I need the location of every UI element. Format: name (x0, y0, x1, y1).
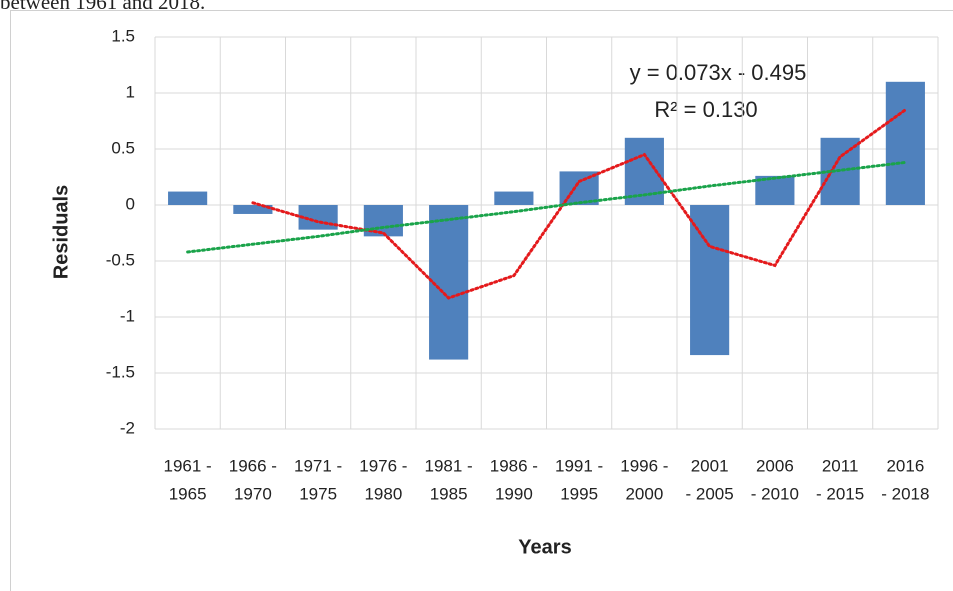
x-tick-label: 2001 (691, 456, 729, 475)
x-tick-label: 1990 (495, 484, 533, 503)
x-tick-label: - 2010 (751, 484, 799, 503)
x-tick-label: 1995 (560, 484, 598, 503)
x-tick-label: - 2018 (881, 484, 929, 503)
x-tick-label: 1975 (299, 484, 337, 503)
x-tick-label: 1971 - (294, 456, 342, 475)
x-tick-label: - 2005 (686, 484, 734, 503)
y-tick-label: 1.5 (111, 26, 135, 45)
y-tick-label: 0 (126, 194, 135, 213)
x-tick-label: 2000 (625, 484, 663, 503)
chart-frame (10, 10, 953, 591)
x-tick-label: 1986 - (490, 456, 538, 475)
x-tick-label: 1996 - (620, 456, 668, 475)
y-tick-label: -0.5 (106, 250, 135, 269)
x-tick-label: 1981 - (425, 456, 473, 475)
x-tick-label: 1985 (430, 484, 468, 503)
bar (233, 205, 273, 214)
bar (885, 81, 925, 205)
trend-line (186, 160, 907, 254)
x-tick-label: 1991 - (555, 456, 603, 475)
x-tick-label: 1966 - (229, 456, 277, 475)
x-tick-label: - 2015 (816, 484, 864, 503)
x-tick-label: 1980 (364, 484, 402, 503)
x-tick-label: 1961 - (164, 456, 212, 475)
bar (494, 191, 534, 205)
y-tick-label: -2 (120, 418, 135, 437)
y-axis-label: Residuals (50, 185, 72, 279)
x-tick-label: 2006 (756, 456, 794, 475)
x-axis-label: Years (518, 536, 571, 558)
x-tick-label: 2016 (886, 456, 924, 475)
x-tick-label: 1970 (234, 484, 272, 503)
x-tick-label: 1976 - (359, 456, 407, 475)
x-tick-label: 1965 (169, 484, 207, 503)
y-tick-label: -1.5 (106, 362, 135, 381)
bar (298, 205, 338, 230)
bar (755, 175, 795, 205)
bar (429, 205, 469, 360)
r-squared: R² = 0.130 (654, 97, 757, 122)
caption-fragment: between 1961 and 2018. (0, 0, 205, 14)
trend-equation: y = 0.073x - 0.495 (630, 60, 807, 85)
y-tick-label: -1 (120, 306, 135, 325)
x-tick-label: 2011 (822, 456, 859, 475)
bar (168, 191, 208, 205)
y-tick-label: 1 (126, 82, 135, 101)
y-tick-label: 0.5 (111, 138, 135, 157)
